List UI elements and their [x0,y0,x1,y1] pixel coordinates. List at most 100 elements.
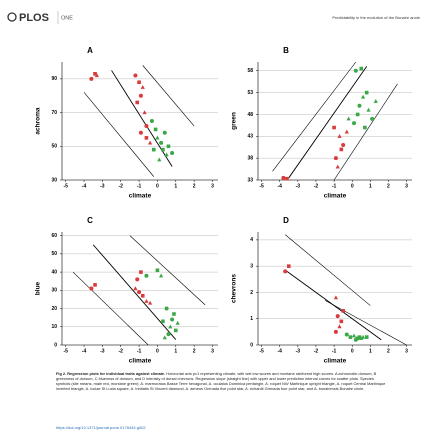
regression-line [272,61,357,172]
point [159,273,164,278]
x-tick-label: -2 [314,348,319,354]
panel-label: A [87,46,93,55]
y-tick-label: 20 [51,306,57,312]
point [360,94,366,99]
caption: Fig 2. Regression plots for individual t… [56,371,386,392]
y-tick-label: 48 [247,112,253,118]
point [93,283,97,287]
point [287,264,291,268]
x-axis-label: climate [129,358,152,365]
point [147,140,153,145]
y-axis-label: achroma [35,107,42,134]
panel: C 0 10 20 30 40 50 60 -5 -4 -3 -2 -1 0 1 2 3 climate blue [35,216,218,365]
point [373,99,378,103]
x-tick-label: -5 [63,183,68,189]
y-tick-label: 1 [250,316,253,322]
x-tick-label: 0 [156,348,159,354]
regression-line [284,234,371,306]
y-tick-label: 0 [54,342,57,348]
x-tick-label: 2 [193,183,196,189]
x-tick-label: -5 [63,348,68,354]
regression-line [92,244,177,340]
x-tick-label: -4 [82,348,87,354]
doi-link[interactable]: https://doi.org/10.1371/journal.pone.017… [56,425,146,430]
point [170,317,175,322]
panel: A 30 50 70 90 -5 -4 -3 -2 -1 0 1 2 3 climate achroma [35,46,218,200]
point [161,147,165,152]
x-tick-label: 3 [211,348,214,354]
y-tick-label: 3 [250,263,253,269]
point [337,324,342,329]
x-tick-label: -3 [100,183,105,189]
x-tick-label: -5 [259,348,264,354]
point [346,116,351,121]
point [333,329,338,334]
point [352,121,357,126]
y-tick-label: 33 [247,177,253,183]
caption-text: Horizontal axis pc1 representing climate… [56,371,386,391]
point [175,320,180,325]
y-tick-label: 30 [51,288,57,294]
y-tick-label: 50 [51,251,57,257]
x-tick-label: 1 [369,348,372,354]
y-tick-label: 10 [51,324,57,330]
x-tick-label: -2 [119,348,124,354]
point [138,93,143,98]
point [357,335,362,339]
panel-label: C [87,216,93,225]
x-tick-label: -1 [137,183,142,189]
point [173,328,178,333]
x-tick-label: -2 [314,183,319,189]
point [93,72,97,76]
regression-line [324,300,407,346]
point [359,66,364,71]
point [162,335,167,340]
point [281,175,286,180]
x-tick-label: 1 [174,183,177,189]
point [168,324,173,329]
y-tick-label: 4 [250,237,253,243]
point [366,107,371,112]
y-tick-label: 38 [247,155,253,161]
point [285,176,289,181]
x-tick-label: 0 [156,183,159,189]
panel: D 0 1 2 3 4 -5 -4 -3 -2 -1 0 1 2 3 climate chevrons [231,216,412,365]
point [355,112,360,117]
x-tick-label: 1 [369,183,372,189]
point [151,147,156,152]
point [155,135,160,140]
point [161,319,165,324]
y-tick-label: 58 [247,68,253,74]
point [140,293,145,298]
y-axis-label: green [231,112,238,130]
point [363,125,367,130]
y-tick-label: 90 [51,76,57,82]
point [137,290,142,295]
point [149,119,154,123]
point [344,129,349,134]
x-tick-label: -1 [137,348,142,354]
point [335,314,340,319]
point [364,90,369,95]
x-tick-label: -4 [278,183,283,189]
point [144,136,149,140]
point [155,268,160,273]
point [370,116,375,121]
x-tick-label: -5 [259,183,264,189]
point [157,157,162,162]
x-tick-label: 2 [193,348,196,354]
point [133,73,138,78]
regression-line [129,235,206,306]
point [351,333,357,338]
y-tick-label: 30 [51,177,57,183]
x-tick-label: 0 [351,348,354,354]
point [359,336,364,341]
regression-line [288,66,368,179]
point [144,273,149,278]
point [153,127,158,132]
panel: B 33 38 43 48 53 58 -5 -4 -3 -2 -1 0 1 2 3 climate green [231,46,412,200]
y-tick-label: 50 [51,144,57,150]
point [348,335,353,339]
